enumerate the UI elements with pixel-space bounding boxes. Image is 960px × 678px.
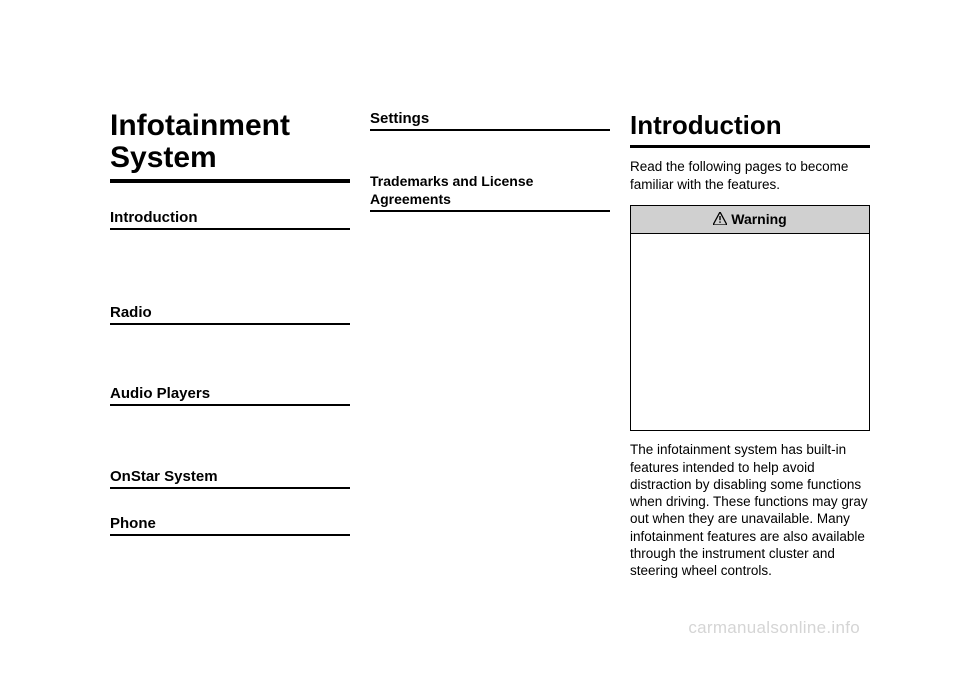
- spacer: [110, 329, 350, 375]
- section-title-introduction: Introduction: [630, 110, 870, 148]
- trademarks-line-2: Agreements: [370, 191, 451, 207]
- warning-icon: [713, 212, 727, 228]
- main-title: Infotainment System: [110, 110, 350, 173]
- warning-box: Warning: [630, 205, 870, 431]
- intro-text: Read the following pages to become famil…: [630, 158, 870, 193]
- main-title-block: Infotainment System: [110, 110, 350, 183]
- column-3: Introduction Read the following pages to…: [630, 110, 870, 580]
- spacer: [110, 410, 350, 458]
- page-content: Infotainment System Introduction Radio A…: [0, 0, 960, 620]
- toc-section-onstar: OnStar System: [110, 468, 350, 489]
- intro-paragraph: Read the following pages to become famil…: [630, 158, 870, 193]
- spacer: [110, 234, 350, 294]
- toc-section-radio: Radio: [110, 304, 350, 325]
- trademarks-line-1: Trademarks and License: [370, 173, 533, 189]
- spacer: [110, 493, 350, 505]
- toc-section-introduction: Introduction: [110, 209, 350, 230]
- body-paragraph: The infotainment system has built-in fea…: [630, 441, 870, 579]
- column-2: Settings Trademarks and License Agreemen…: [370, 110, 610, 580]
- warning-label: Warning: [731, 211, 786, 227]
- warning-body: [631, 234, 869, 430]
- column-1: Infotainment System Introduction Radio A…: [110, 110, 350, 580]
- warning-header: Warning: [631, 206, 869, 234]
- toc-section-phone: Phone: [110, 515, 350, 536]
- watermark: carmanualsonline.info: [688, 618, 860, 638]
- toc-section-settings: Settings: [370, 110, 610, 131]
- toc-section-audio-players: Audio Players: [110, 385, 350, 406]
- body-text: The infotainment system has built-in fea…: [630, 441, 870, 579]
- title-line-2: System: [110, 141, 217, 174]
- title-line-1: Infotainment: [110, 109, 290, 142]
- spacer: [370, 135, 610, 173]
- toc-section-trademarks: Trademarks and License Agreements: [370, 173, 610, 212]
